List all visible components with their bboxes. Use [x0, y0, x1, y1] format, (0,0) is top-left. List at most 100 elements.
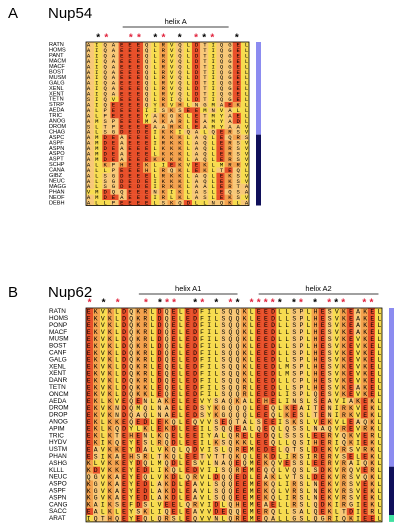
residue-cell — [283, 452, 291, 460]
residue-cell — [114, 473, 122, 481]
residue-cell — [248, 377, 256, 385]
residue-cell — [198, 425, 207, 433]
conservation-star: * — [299, 298, 303, 309]
residue-cell — [374, 404, 383, 412]
residue-cell — [224, 101, 233, 108]
residue-cell — [360, 439, 369, 447]
residue-cell — [156, 390, 164, 398]
residue-cell — [332, 370, 340, 378]
residue-cell — [86, 52, 95, 59]
residue-cell — [110, 112, 119, 119]
residue-cell — [353, 432, 362, 440]
residue-cell — [224, 118, 233, 124]
residue-cell — [198, 446, 207, 454]
residue-cell — [118, 200, 127, 206]
residue-cell — [86, 118, 95, 124]
residue-cell — [121, 494, 129, 502]
residue-cell — [175, 42, 184, 48]
residue-cell — [177, 390, 185, 398]
residue-cell — [126, 42, 136, 48]
residue-cell — [353, 370, 362, 378]
residue-cell — [93, 335, 101, 343]
residue-cell — [86, 129, 95, 135]
residue-cell — [191, 118, 201, 124]
residue-cell — [269, 342, 277, 350]
residue-cell — [353, 314, 362, 322]
residue-cell — [311, 383, 319, 391]
residue-cell — [156, 349, 164, 357]
species-name: DEBH — [49, 200, 65, 206]
residue-cell — [283, 390, 291, 398]
species-name: GALG — [49, 80, 65, 86]
residue-cell — [232, 42, 242, 48]
residue-cell — [135, 356, 143, 364]
residue-cell — [346, 473, 355, 481]
residue-cell — [177, 349, 185, 357]
residue-cell — [360, 418, 369, 426]
residue-cell — [151, 151, 160, 157]
residue-cell — [94, 156, 103, 163]
residue-cell — [118, 74, 127, 81]
residue-cell — [198, 439, 207, 447]
residue-cell — [200, 52, 209, 59]
residue-cell — [183, 112, 193, 119]
residue-cell — [318, 404, 326, 412]
residue-cell — [353, 349, 362, 357]
residue-cell — [198, 404, 207, 412]
residue-cell — [212, 508, 221, 516]
residue-cell — [135, 377, 143, 385]
residue-cell — [297, 356, 305, 364]
residue-cell — [262, 452, 270, 460]
residue-cell — [255, 342, 263, 350]
species-name: NEUC — [49, 178, 65, 184]
residue-cell — [360, 404, 369, 412]
residue-cell — [118, 91, 127, 97]
residue-cell — [226, 342, 235, 350]
residue-cell — [175, 140, 184, 146]
residue-cell — [198, 390, 207, 398]
residue-cell — [304, 452, 312, 460]
residue-cell — [128, 404, 136, 412]
residue-cell — [134, 183, 144, 190]
residue-cell — [200, 194, 209, 201]
residue-cell — [219, 418, 228, 426]
residue-cell — [94, 42, 103, 48]
residue-cell — [86, 69, 95, 75]
residue-cell — [156, 363, 164, 371]
residue-cell — [255, 480, 263, 488]
residue-cell — [208, 156, 217, 163]
residue-cell — [367, 452, 376, 460]
residue-cell — [128, 377, 136, 385]
residue-cell — [167, 178, 176, 184]
residue-cell — [126, 63, 136, 70]
residue-cell — [143, 134, 152, 141]
residue-cell — [198, 487, 207, 495]
residue-cell — [212, 515, 221, 523]
residue-cell — [241, 515, 249, 523]
residue-cell — [325, 466, 333, 474]
residue-cell — [126, 189, 136, 195]
residue-cell — [205, 377, 214, 385]
residue-cell — [121, 404, 129, 412]
residue-cell — [241, 335, 249, 343]
residue-cell — [212, 314, 221, 322]
residue-cell — [151, 52, 160, 59]
residue-cell — [219, 335, 228, 343]
residue-cell — [114, 432, 122, 440]
residue-cell — [346, 383, 355, 391]
residue-cell — [232, 101, 242, 108]
residue-cell — [170, 515, 178, 523]
residue-cell — [156, 321, 164, 329]
residue-cell — [184, 473, 192, 481]
residue-cell — [212, 411, 221, 419]
residue-cell — [290, 432, 298, 440]
residue-cell — [219, 349, 228, 357]
residue-cell — [205, 390, 214, 398]
residue-cell — [159, 134, 168, 141]
residue-cell — [311, 508, 319, 516]
residue-cell — [175, 161, 184, 168]
residue-cell — [128, 321, 136, 329]
conservation-star: * — [362, 298, 366, 309]
residue-cell — [311, 425, 319, 433]
residue-cell — [102, 134, 111, 141]
